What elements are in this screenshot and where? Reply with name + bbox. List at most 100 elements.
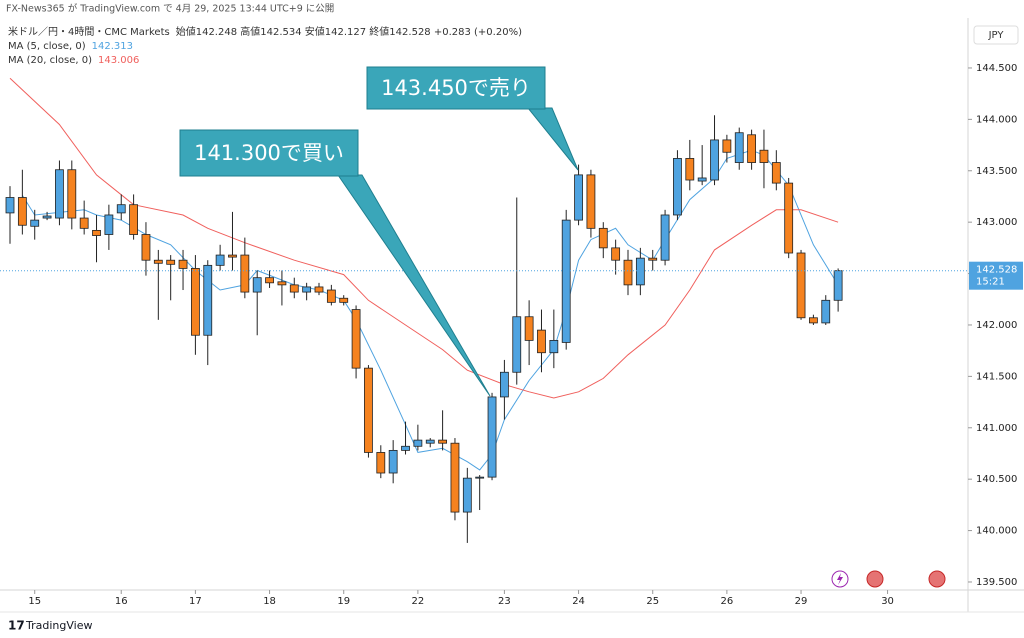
- event-icon-glyph: [837, 573, 843, 585]
- y-tick-label: 140.500: [976, 474, 1017, 485]
- candle-body: [92, 229, 101, 236]
- ma-line: [21, 149, 839, 471]
- candle-body: [722, 139, 732, 153]
- y-tick-label: 139.500: [976, 577, 1017, 588]
- ma5-legend: MA (5, close, 0) 142.313: [8, 41, 133, 52]
- x-tick-label: 16: [115, 596, 128, 607]
- quote: 始値142.248 高値142.534 安値142.127 終値142.528 …: [176, 25, 522, 38]
- candle-body: [586, 174, 596, 229]
- candle-body: [17, 197, 27, 226]
- published: FX-News365 が TradingView.com で 4月 29, 20…: [6, 3, 334, 15]
- candle-body: [104, 214, 114, 235]
- x-tick-label: 26: [721, 596, 734, 607]
- candle-body: [326, 289, 336, 303]
- candle-body: [821, 299, 831, 324]
- candle-body: [462, 477, 472, 513]
- candle-body: [67, 169, 77, 219]
- y-tick-label: 144.500: [976, 63, 1017, 74]
- y-tick-label: 142.000: [976, 320, 1017, 331]
- candle-body: [228, 254, 237, 258]
- candle-body: [252, 277, 262, 293]
- event-icon[interactable]: [866, 570, 884, 588]
- callout-pointer: [526, 107, 579, 171]
- candle-body: [240, 254, 250, 293]
- legend-value: 143.006: [98, 55, 139, 66]
- x-tick-label: 30: [881, 596, 894, 607]
- symbol-name: 米ドル／円・4時間・CMC Markets: [8, 25, 170, 38]
- annotation-sell: 143.450で売り: [366, 66, 579, 171]
- candle-body: [648, 257, 658, 261]
- candle-body: [425, 439, 435, 444]
- x-tick-label: 17: [189, 596, 202, 607]
- candle-body: [401, 445, 410, 451]
- candle-body: [450, 442, 460, 513]
- candle-body: [673, 158, 682, 216]
- symbol: 米ドル／円・4時間・CMC Markets 始値142.248 高値142.534…: [8, 25, 522, 38]
- candle-body: [413, 439, 423, 447]
- event-icons: [831, 570, 946, 588]
- plot: 139.500 140.000 140.500 141.000 141.500 142.0…: [0, 63, 1017, 607]
- legend-value: 142.313: [92, 41, 133, 52]
- candle-body: [438, 439, 448, 444]
- candle-body: [364, 367, 373, 453]
- candle-body: [759, 149, 769, 163]
- x-tick-label: 29: [795, 596, 808, 607]
- callout-box: [179, 129, 359, 177]
- candle-body: [289, 284, 299, 293]
- y-tick-label: 144.000: [976, 114, 1017, 125]
- candle-body: [697, 177, 707, 182]
- candle-body: [623, 259, 633, 286]
- candle-body: [129, 204, 139, 235]
- candle-body: [710, 139, 719, 181]
- callout-pointer: [337, 174, 491, 397]
- currency-box[interactable]: [973, 25, 1019, 45]
- callout-box: [366, 66, 546, 110]
- candle-body: [153, 259, 163, 264]
- candle-body: [574, 174, 583, 221]
- candle-body: [660, 214, 670, 261]
- legend-name: MA (20, close, 0): [8, 55, 92, 66]
- candle-body: [833, 270, 843, 301]
- candle-body: [487, 396, 497, 478]
- x-tick-label: 22: [412, 596, 425, 607]
- candle-body: [524, 316, 534, 341]
- candle-body: [277, 281, 287, 286]
- candle-body: [388, 449, 398, 474]
- candle-body: [796, 252, 806, 319]
- candle-body: [499, 371, 509, 398]
- candle-body: [42, 215, 52, 219]
- candle-body: [302, 286, 312, 293]
- last-price-box: [969, 261, 1023, 290]
- ma-line: [9, 77, 839, 399]
- currency[interactable]: JPY: [988, 30, 1005, 41]
- y-tick-label: 140.000: [976, 526, 1017, 537]
- legend-name: MA (5, close, 0): [8, 41, 86, 52]
- candle-body: [784, 182, 794, 254]
- y-tick-label: 141.500: [976, 371, 1017, 382]
- candle-body: [55, 169, 64, 219]
- candle-body: [314, 286, 324, 293]
- candle-body: [30, 219, 40, 227]
- x-tick-label: 23: [498, 596, 511, 607]
- x-tick-label: 15: [28, 596, 41, 607]
- y-tick-label: 143.500: [976, 166, 1017, 177]
- candle-body: [116, 204, 126, 214]
- candle-body: [512, 316, 522, 373]
- candle-body: [339, 297, 349, 303]
- candle-body: [178, 259, 188, 269]
- candle-body: [561, 219, 571, 343]
- ma20-legend: MA (20, close, 0) 143.006: [8, 55, 139, 66]
- event-icon[interactable]: [928, 570, 946, 588]
- candle-body: [351, 309, 361, 369]
- candle-body: [685, 158, 695, 181]
- x-tick-label: 18: [263, 596, 276, 607]
- candle-body: [734, 132, 744, 163]
- candle-body: [190, 268, 200, 336]
- annotation-buy: 141.300で買い: [179, 129, 491, 397]
- last-price-label: 142.528: [976, 265, 1017, 276]
- candle-body: [203, 264, 213, 336]
- countdown: 15:21: [976, 277, 1005, 288]
- callout-text: 143.450で売り: [381, 76, 531, 100]
